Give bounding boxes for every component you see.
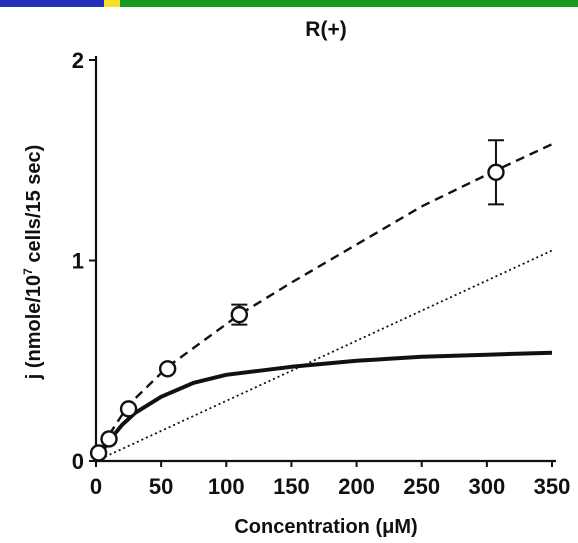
- axes: [94, 56, 556, 463]
- data-point: [89, 444, 108, 462]
- data-point: [119, 400, 138, 418]
- x-tick-label: 0: [90, 474, 102, 499]
- y-tick-label: 2: [72, 48, 84, 73]
- series-dashed-line: [94, 143, 553, 462]
- y-axis-label-suffix: cells/15 sec): [23, 145, 45, 268]
- data-point: [487, 163, 505, 181]
- top-bar-yellow-segment: [104, 0, 120, 7]
- chart-title: R(+): [305, 18, 346, 41]
- y-ticks: 0 1 2: [72, 48, 96, 474]
- top-bar-blue-segment: [0, 0, 104, 7]
- y-axis-label-prefix: j (nmole/10: [23, 275, 45, 380]
- data-point: [230, 305, 249, 324]
- y-tick-label: 0: [72, 449, 84, 474]
- y-axis-label-superscript: 7: [21, 268, 35, 275]
- x-tick-label: 150: [273, 474, 310, 499]
- y-axis-label: j (nmole/107 cells/15 sec): [21, 145, 45, 381]
- y-tick-label: 1: [72, 249, 84, 274]
- x-tick-label: 50: [149, 474, 173, 499]
- x-tick-label: 200: [338, 474, 375, 499]
- x-tick-label: 350: [534, 474, 571, 499]
- series-solid-line: [94, 350, 553, 463]
- top-color-bar: [0, 0, 578, 7]
- data-point: [158, 360, 177, 378]
- series-dotted-line: [95, 249, 553, 462]
- data-points: [89, 139, 505, 462]
- x-axis-label: Concentration (μM): [234, 516, 417, 538]
- data-point: [100, 430, 118, 448]
- series-layer: [94, 143, 553, 463]
- top-bar-green-segment: [120, 0, 578, 7]
- x-tick-label: 250: [403, 474, 440, 499]
- x-ticks: 0 50 100 150 200 250 300 350: [90, 461, 570, 499]
- x-tick-label: 300: [468, 474, 505, 499]
- x-tick-label: 100: [208, 474, 245, 499]
